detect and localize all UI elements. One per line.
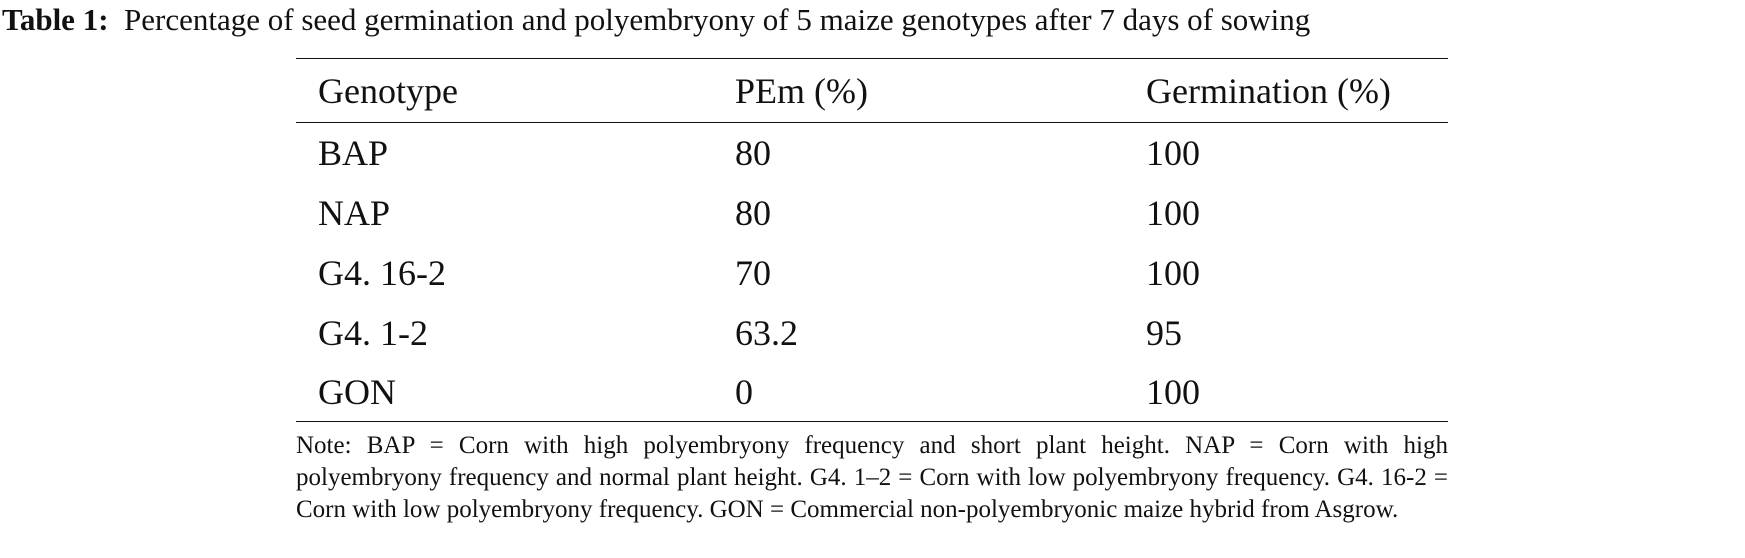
column-header-pem: PEm (%): [713, 58, 1124, 123]
cell-germination: 100: [1146, 193, 1200, 233]
table-caption: Table 1: Percentage of seed germination …: [2, 2, 1742, 38]
cell-pem: 80: [735, 193, 771, 233]
table-header-row: Genotype PEm (%) Germination (%): [296, 58, 1448, 123]
cell-genotype: NAP: [318, 193, 391, 233]
table-row: G4. 1-2 63.2 95: [296, 303, 1448, 363]
data-table-container: Genotype PEm (%) Germination (%) BAP 80 …: [296, 58, 1448, 422]
cell-germination: 100: [1146, 253, 1200, 293]
caption-label: Table 1:: [2, 2, 109, 37]
data-table: Genotype PEm (%) Germination (%) BAP 80 …: [296, 58, 1448, 422]
cell-genotype: G4. 16-2: [318, 253, 446, 293]
cell-pem: 63.2: [735, 313, 798, 353]
table-row: GON 0 100: [296, 363, 1448, 422]
table-row: BAP 80 100: [296, 123, 1448, 184]
cell-genotype: G4. 1-2: [318, 313, 428, 353]
cell-germination: 100: [1146, 133, 1200, 173]
table-note: Note: BAP = Corn with high polyembryony …: [296, 432, 1448, 523]
cell-genotype: GON: [296, 363, 713, 422]
cell-germination: 95: [1146, 313, 1182, 353]
cell-pem: 70: [735, 253, 771, 293]
table-row: G4. 16-2 70 100: [296, 243, 1448, 303]
column-header-germination: Germination (%): [1124, 58, 1448, 123]
caption-text: Percentage of seed germination and polye…: [124, 2, 1311, 37]
cell-genotype: BAP: [318, 133, 389, 173]
cell-pem: 0: [713, 363, 1124, 422]
column-header-genotype: Genotype: [296, 58, 713, 123]
cell-germination: 100: [1124, 363, 1448, 422]
table-row: NAP 80 100: [296, 183, 1448, 243]
cell-pem: 80: [735, 133, 771, 173]
